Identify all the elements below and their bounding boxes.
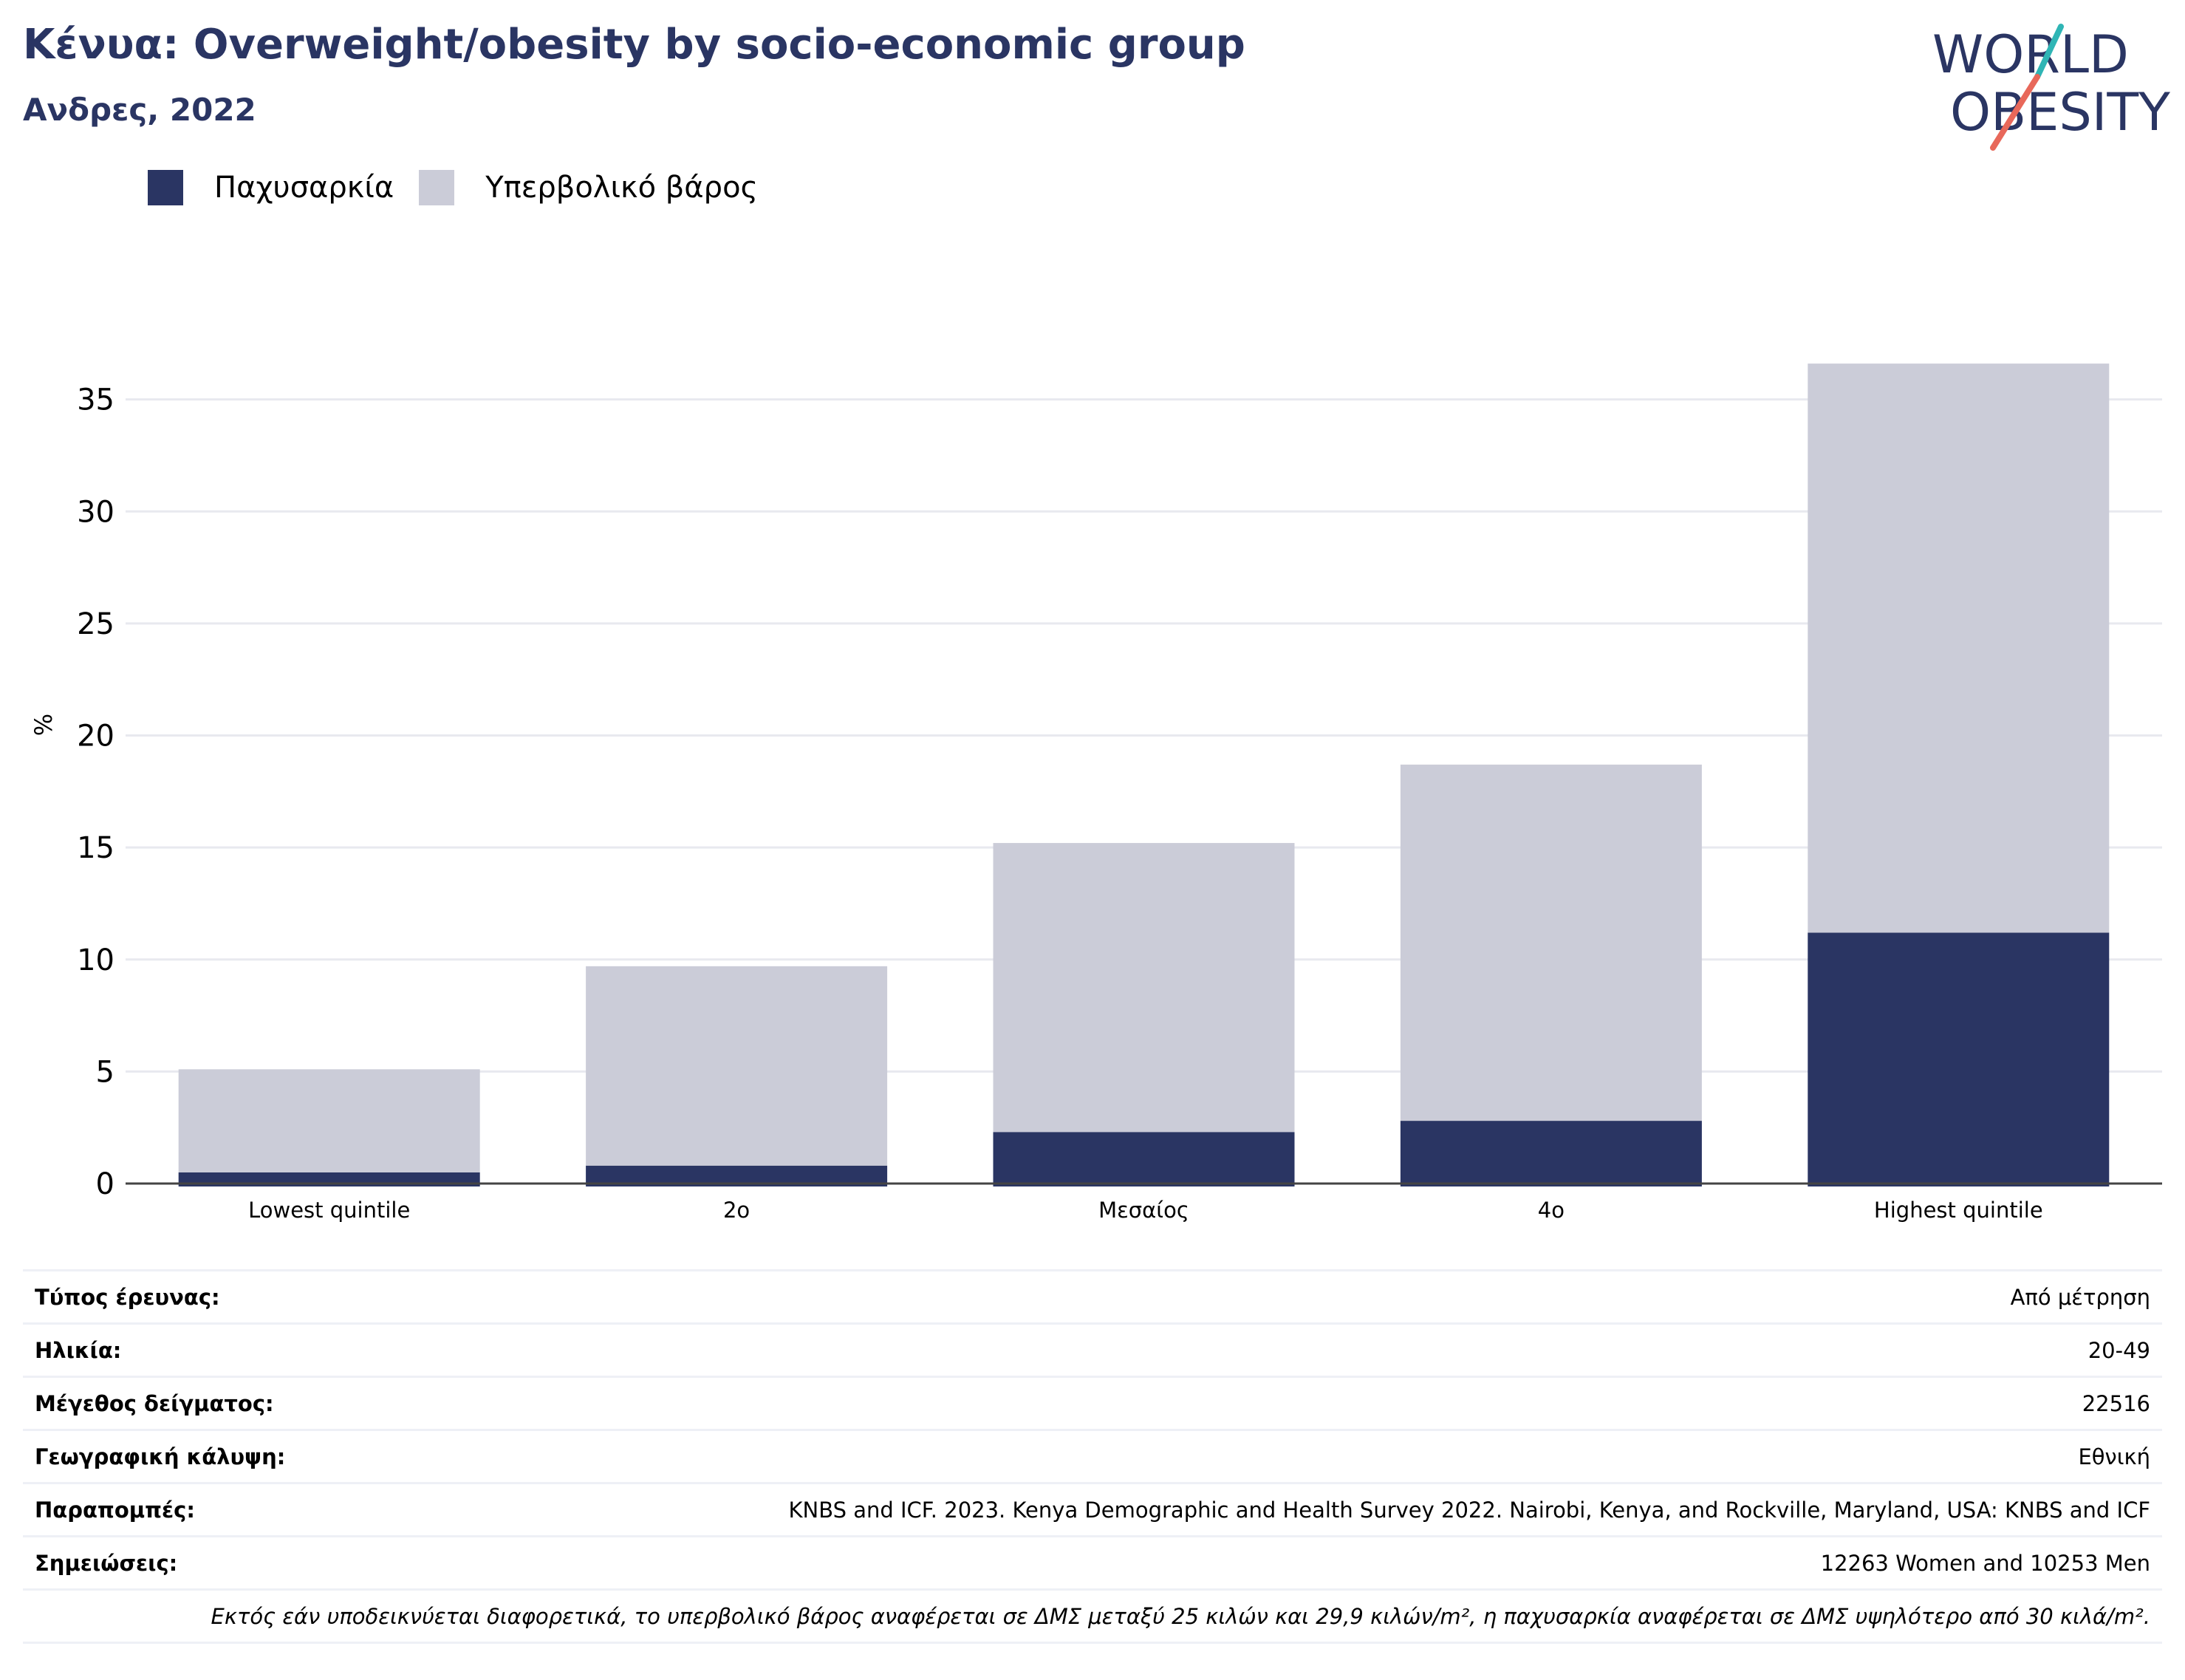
bar-segment-overweight xyxy=(586,966,888,1166)
y-tick-label: 30 xyxy=(77,495,114,529)
bar-segment-obesity xyxy=(1808,932,2110,1186)
info-row-survey-type: Τύπος έρευνας: Από μέτρηση xyxy=(23,1271,2162,1325)
info-label: Γεωγραφική κάλυψη: xyxy=(35,1444,286,1469)
world-obesity-logo: WORLD OBESITY xyxy=(1932,24,2170,151)
bars xyxy=(178,363,2110,1186)
x-tick-label: Lowest quintile xyxy=(248,1198,410,1223)
logo-slash-coral xyxy=(1990,74,2040,151)
info-label: Μέγεθος δείγματος: xyxy=(35,1390,274,1416)
bar-segment-obesity xyxy=(993,1132,1295,1186)
bar-chart: 0 5 10 15 20 25 30 35 Lowest quintile 2ο Μεσαίος 4ο… xyxy=(30,363,2162,1223)
info-row-coverage: Γεωγραφική κάλυψη: Εθνική xyxy=(23,1431,2162,1484)
legend-item-obesity: Παχυσαρκία xyxy=(148,170,394,205)
logo-line1: WORLD xyxy=(1932,24,2129,85)
y-tick-label: 20 xyxy=(77,720,114,754)
info-row-references: Παραπομπές: KNBS and ICF. 2023. Kenya De… xyxy=(23,1484,2162,1537)
y-tick-label: 0 xyxy=(96,1167,114,1201)
info-value: KNBS and ICF. 2023. Kenya Demographic an… xyxy=(788,1497,2150,1523)
info-value: Εθνική xyxy=(2078,1444,2150,1469)
bar-segment-obesity xyxy=(1400,1121,1702,1186)
info-value: 12263 Women and 10253 Men xyxy=(1820,1550,2150,1576)
x-tick-label: 4ο xyxy=(1538,1198,1565,1223)
legend-swatch-overweight xyxy=(419,170,455,205)
info-row-age: Ηλικία: 20-49 xyxy=(23,1325,2162,1378)
bar-segment-overweight xyxy=(178,1069,480,1172)
chart-title: Κένυα: Overweight/obesity by socio-econo… xyxy=(23,21,1245,69)
y-tick-label: 5 xyxy=(96,1055,114,1089)
x-tick-label: 2ο xyxy=(723,1198,750,1223)
legend-label-overweight: Υπερβολικό βάρος xyxy=(485,171,759,205)
bar-segment-overweight xyxy=(1400,764,1702,1121)
chart-legend: Παχυσαρκία Υπερβολικό βάρος xyxy=(148,170,783,205)
legend-item-overweight: Υπερβολικό βάρος xyxy=(419,170,758,205)
y-tick-label: 10 xyxy=(77,943,114,977)
info-footnote: Εκτός εάν υποδεικνύεται διαφορετικά, το … xyxy=(23,1591,2162,1644)
y-tick-label: 15 xyxy=(77,831,114,865)
y-tick-label: 25 xyxy=(77,607,114,641)
survey-info-table: Τύπος έρευνας: Από μέτρηση Ηλικία: 20-49… xyxy=(23,1269,2162,1644)
logo-line2: OBESITY xyxy=(1950,82,2170,143)
x-tick-label: Μεσαίος xyxy=(1098,1198,1189,1223)
info-value: 20-49 xyxy=(2087,1337,2150,1363)
info-row-sample-size: Μέγεθος δείγματος: 22516 xyxy=(23,1378,2162,1431)
info-value: 22516 xyxy=(2082,1390,2150,1416)
info-label: Σημειώσεις: xyxy=(35,1550,178,1576)
info-label: Τύπος έρευνας: xyxy=(35,1284,220,1310)
bar-segment-overweight xyxy=(1808,363,2110,933)
info-row-notes: Σημειώσεις: 12263 Women and 10253 Men xyxy=(23,1537,2162,1591)
x-tick-label: Highest quintile xyxy=(1874,1198,2043,1223)
chart-subtitle: Ανδρες, 2022 xyxy=(23,92,256,128)
y-tick-label: 35 xyxy=(77,383,114,417)
legend-swatch-obesity xyxy=(148,170,183,205)
bar-segment-overweight xyxy=(993,843,1295,1133)
legend-label-obesity: Παχυσαρκία xyxy=(214,171,394,205)
footnote-text: Εκτός εάν υποδεικνύεται διαφορετικά, το … xyxy=(211,1603,2151,1629)
logo-slash-teal xyxy=(2034,24,2064,80)
info-value: Από μέτρηση xyxy=(2010,1284,2150,1310)
y-axis-label: % xyxy=(30,714,58,736)
info-label: Παραπομπές: xyxy=(35,1497,195,1523)
axes: 0 5 10 15 20 25 30 35 Lowest quintile 2ο Μεσαίος 4ο… xyxy=(30,383,2162,1223)
info-label: Ηλικία: xyxy=(35,1337,122,1363)
